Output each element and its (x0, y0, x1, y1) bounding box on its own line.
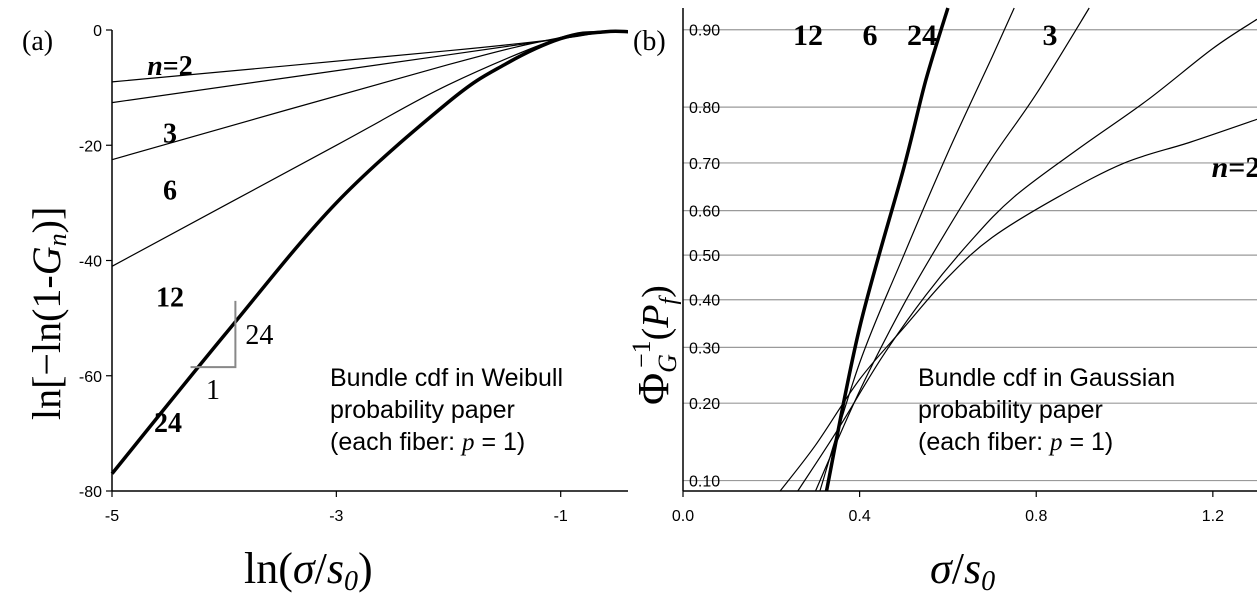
y-tick-label: 0.20 (689, 396, 720, 413)
x-tick-label: 1.2 (1202, 508, 1224, 525)
panel-b-annotation-line-2: probability paper (918, 396, 1103, 424)
panel-b-tick-labels: 0.10 0.20 0.30 0.40 0.50 0.60 0.70 0.80 0.90 0.0 0… (672, 23, 1224, 525)
series-line-n-2 (779, 118, 1257, 491)
panel-b-annotation-line-3: (each fiber: p = 1) (918, 428, 1113, 456)
y-tick-label: 0 (93, 23, 102, 40)
series-line-24 (110, 29, 629, 475)
y-tick-label: 0.80 (689, 100, 720, 117)
slope-run-label: 1 (206, 375, 220, 406)
panel-b-annotation-line-1: Bundle cdf in Gaussian (918, 364, 1175, 392)
panel-a-annotation-line-2: probability paper (330, 396, 515, 424)
y-tick-label: 0.10 (689, 474, 720, 491)
panel-b-gridlines (683, 29, 1257, 482)
series-label-24: 24 (154, 408, 182, 439)
y-tick-label: 0.60 (689, 204, 720, 221)
panel-b-axes (682, 8, 1257, 497)
series-label-6: 6 (863, 19, 878, 52)
x-tick-label: 0.0 (672, 508, 694, 525)
panel-b-gaussian: (b) ΦG−1(Pf) σ/s0 0.100.200.300.400.500.… (627, 7, 1257, 595)
y-tick-label: -40 (79, 254, 102, 271)
series-label-12: 12 (156, 282, 184, 313)
series-label-3: 3 (1043, 19, 1058, 52)
panel-a-weibull: (a) ln[−ln(1-Gn)] ln(σ/s0) 0 -20 -40 -60 -80… (22, 23, 629, 595)
panel-a-series (110, 29, 629, 475)
series-line-24 (824, 7, 950, 491)
panel-a-annotation: Bundle cdf in Weibull probability paper … (330, 364, 563, 456)
panel-a-annotation-line-3: (each fiber: p = 1) (330, 428, 525, 456)
panel-a-axes (106, 29, 628, 497)
x-tick-label: 0.8 (1025, 508, 1047, 525)
series-label-n-2: n=2 (147, 51, 193, 82)
series-label-24: 24 (907, 19, 937, 52)
series-label-3: 3 (163, 119, 177, 150)
panel-a-x-axis-label: ln(σ/s0) (244, 544, 373, 595)
panel-b-series (779, 7, 1257, 491)
y-tick-label: -60 (79, 369, 102, 386)
panel-a-label: (a) (22, 26, 53, 57)
x-tick-label: -3 (329, 508, 343, 525)
x-tick-label: 0.4 (848, 508, 870, 525)
y-tick-label: 0.70 (689, 156, 720, 173)
y-tick-label: -20 (79, 138, 102, 155)
y-tick-label: 0.50 (689, 248, 720, 265)
panel-a-series-labels: n=2 3 6 12 24 (147, 51, 193, 439)
panel-b-x-axis-label: σ/s0 (930, 544, 995, 595)
y-tick-label: -80 (79, 484, 102, 501)
series-line-12 (819, 7, 1015, 491)
panel-b-annotation: Bundle cdf in Gaussian probability paper… (918, 364, 1175, 456)
series-line-6 (814, 7, 1090, 491)
panel-b-series-labels: n=2 3 6 12 24 (793, 19, 1257, 184)
series-label-n-2: n=2 (1212, 151, 1257, 184)
panel-b-label: (b) (633, 26, 666, 57)
series-label-12: 12 (793, 19, 823, 52)
x-tick-label: -1 (554, 508, 568, 525)
panel-a-tick-labels: 0 -20 -40 -60 -80-5 -3 -1 (79, 23, 568, 525)
x-tick-label: -5 (105, 508, 119, 525)
series-label-6: 6 (163, 176, 177, 207)
series-line-3 (797, 18, 1257, 491)
panel-a-y-axis-label: ln[−ln(1-Gn)] (24, 207, 72, 420)
panel-a-slope-triangle: 24 1 (190, 300, 273, 406)
y-tick-label: 0.30 (689, 340, 720, 357)
y-tick-label: 0.40 (689, 293, 720, 310)
panel-a-annotation-line-1: Bundle cdf in Weibull (330, 364, 563, 392)
panel-b-y-axis-label: ΦG−1(Pf) (627, 285, 682, 405)
y-tick-label: 0.90 (689, 23, 720, 40)
slope-rise-label: 24 (245, 320, 273, 351)
